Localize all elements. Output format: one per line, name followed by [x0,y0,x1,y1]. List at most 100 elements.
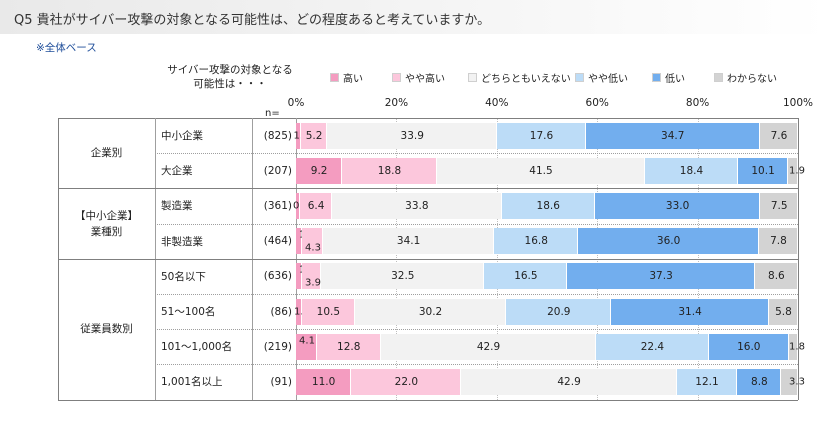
table-right-line [798,118,799,400]
x-tick-label: 100% [782,97,814,109]
group-label-line: 企業別 [90,147,123,160]
row-label: 中小企業 [161,130,203,143]
legend-question-line2: 可能性は・・・ [193,78,267,90]
title-band [0,0,828,34]
data-label: 33.0 [665,200,690,212]
bar-segment [760,193,798,219]
legend-swatch [392,73,401,82]
bar-segment [676,369,738,395]
row-n: (91) [270,375,292,388]
data-label: 16.8 [524,235,548,248]
group-label-text: 【中小企業】 業種別 [75,208,138,240]
data-label: 20.9 [547,305,571,318]
row-n: (219) [263,340,292,353]
bar-segment [788,157,798,184]
bar-segment [316,333,381,360]
bar-segment [296,193,300,219]
data-label: 12.8 [337,340,361,353]
data-label: 16.5 [514,270,538,283]
legend-swatch [652,73,661,82]
group-label-text: 従業員数別 [80,321,133,337]
x-tick-label: 20% [384,97,409,109]
data-label: 33.8 [405,200,429,212]
data-label: 41.5 [529,164,553,177]
group-label-text: 企業別 [91,145,123,161]
data-label: 18.8 [377,164,402,177]
data-label: 4.3 [305,242,321,254]
bar-segment [596,333,709,360]
bar-segment [506,298,612,325]
data-label: 7.5 [770,200,788,212]
row-label: 大企業 [161,165,193,178]
group-label: 【中小企業】 業種別 [58,188,155,258]
data-label: 3.3 [789,376,805,388]
bar-segment [758,228,798,255]
data-label: 7.6 [770,129,788,142]
data-label: 1.8 [789,341,805,353]
bar-segment [461,369,677,395]
data-label: 8.6 [768,270,785,283]
bar-segment [296,157,343,184]
bar-segment [296,228,302,255]
bar-segment [497,122,586,149]
data-label: 34.7 [661,129,685,142]
legend-swatch [468,73,477,82]
legend-swatch [714,73,723,82]
data-label: 11.0 [311,376,336,388]
data-label: 12.1 [695,376,719,388]
row-label: 製造業 [161,200,193,213]
data-label: 1.9 [789,165,805,177]
data-label: 6.4 [307,200,325,212]
bar-segment [759,122,798,149]
bar-segment [594,193,761,219]
bar-segment [300,193,333,219]
bar-segment [327,122,498,149]
legend-label: 低い [665,74,685,85]
bar-segment [323,228,495,255]
legend-question-line1: サイバー攻撃の対象となる [167,64,293,76]
bar-segment [494,228,579,255]
group-label: 従業員数別 [58,259,155,400]
bar-segment [737,157,789,184]
data-label: 5.8 [775,305,792,318]
legend-label: 高い [343,74,363,85]
bar-segment [332,193,502,219]
data-label: 34.1 [396,235,421,248]
legend-item: どちらともいえない [468,70,571,85]
group-label: 企業別 [58,118,155,188]
legend-label: どちらともいえない [481,74,571,85]
group-divider [58,188,798,190]
group-divider [58,258,798,260]
bar-segment [567,263,755,290]
bar-segment [354,298,507,325]
data-label: 4.1 [299,335,315,347]
bar-segment [737,369,782,395]
bar-segment [501,193,595,219]
bar-segment [645,157,738,184]
row-label: 51～100名 [161,306,216,319]
bar-segment [301,228,324,255]
bar-segment [302,298,355,325]
legend-swatch [330,73,339,82]
data-label: 7.8 [770,235,787,248]
legend-item: 高い [330,70,363,85]
row-divider [155,329,798,331]
group-label-line: 従業員数別 [80,323,133,336]
bar-segment [296,298,303,325]
bar-segment [351,369,462,395]
legend-item: わからない [714,70,777,85]
data-label: 36.0 [656,235,681,248]
data-label: 10.5 [316,305,341,318]
row-n: (464) [263,235,292,248]
data-label: 32.5 [391,270,415,283]
data-label: 31.4 [678,305,702,318]
data-label: 33.9 [400,129,424,142]
data-label: 22.4 [640,340,665,353]
group-label-line: 【中小企業】 [75,209,138,222]
bar-segment [321,263,485,290]
bar-segment [436,157,646,184]
bar-segment [708,333,789,360]
bar-segment [296,369,352,395]
data-label: 42.9 [557,376,581,388]
base-note: ※全体ベース [36,42,97,54]
